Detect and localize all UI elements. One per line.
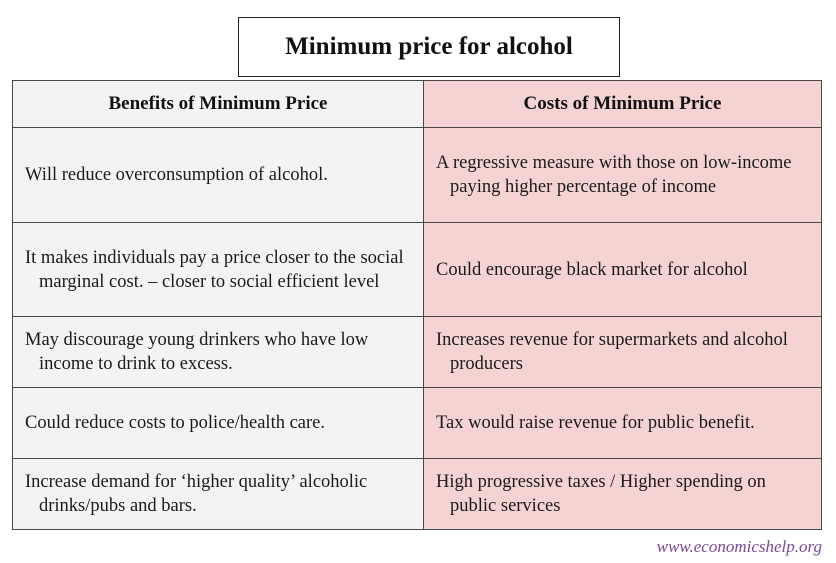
table-header-row: Benefits of Minimum Price Costs of Minim… bbox=[12, 80, 822, 128]
benefit-cell: Could reduce costs to police/health care… bbox=[12, 387, 424, 459]
cost-cell: Could encourage black market for alcohol bbox=[423, 222, 822, 317]
benefits-column-header: Benefits of Minimum Price bbox=[12, 80, 424, 128]
table-row: Could reduce costs to police/health care… bbox=[12, 387, 822, 459]
benefit-text: May discourage young drinkers who have l… bbox=[25, 330, 369, 374]
benefit-text: Will reduce overconsumption of alcohol. bbox=[25, 165, 328, 185]
cost-cell: Increases revenue for supermarkets and a… bbox=[423, 316, 822, 388]
benefit-cell: Will reduce overconsumption of alcohol. bbox=[12, 127, 424, 223]
table-row: Increase demand for ‘higher quality’ alc… bbox=[12, 458, 822, 530]
benefit-text: Could reduce costs to police/health care… bbox=[25, 413, 326, 433]
benefit-text: Increase demand for ‘higher quality’ alc… bbox=[25, 472, 368, 516]
comparison-table: Benefits of Minimum Price Costs of Minim… bbox=[12, 80, 822, 530]
cost-cell: High progressive taxes / Higher spending… bbox=[423, 458, 822, 530]
benefit-text: It makes individuals pay a price closer … bbox=[25, 247, 404, 292]
costs-column-header: Costs of Minimum Price bbox=[423, 80, 822, 128]
cost-cell: A regressive measure with those on low-i… bbox=[423, 127, 822, 223]
cost-text: Tax would raise revenue for public benef… bbox=[436, 413, 755, 433]
cost-text: A regressive measure with those on low-i… bbox=[436, 153, 792, 197]
table-row: It makes individuals pay a price closer … bbox=[12, 222, 822, 317]
table-row: Will reduce overconsumption of alcohol. … bbox=[12, 127, 822, 223]
cost-text: Could encourage black market for alcohol bbox=[436, 259, 748, 280]
table-row: May discourage young drinkers who have l… bbox=[12, 316, 822, 388]
page-title: Minimum price for alcohol bbox=[238, 17, 620, 77]
cost-text: High progressive taxes / Higher spending… bbox=[436, 472, 766, 516]
benefit-cell: It makes individuals pay a price closer … bbox=[12, 222, 424, 317]
source-credit-link[interactable]: www.economicshelp.org bbox=[656, 537, 822, 556]
cost-cell: Tax would raise revenue for public benef… bbox=[423, 387, 822, 459]
benefit-cell: Increase demand for ‘higher quality’ alc… bbox=[12, 458, 424, 530]
cost-text: Increases revenue for supermarkets and a… bbox=[436, 330, 788, 374]
benefit-cell: May discourage young drinkers who have l… bbox=[12, 316, 424, 388]
